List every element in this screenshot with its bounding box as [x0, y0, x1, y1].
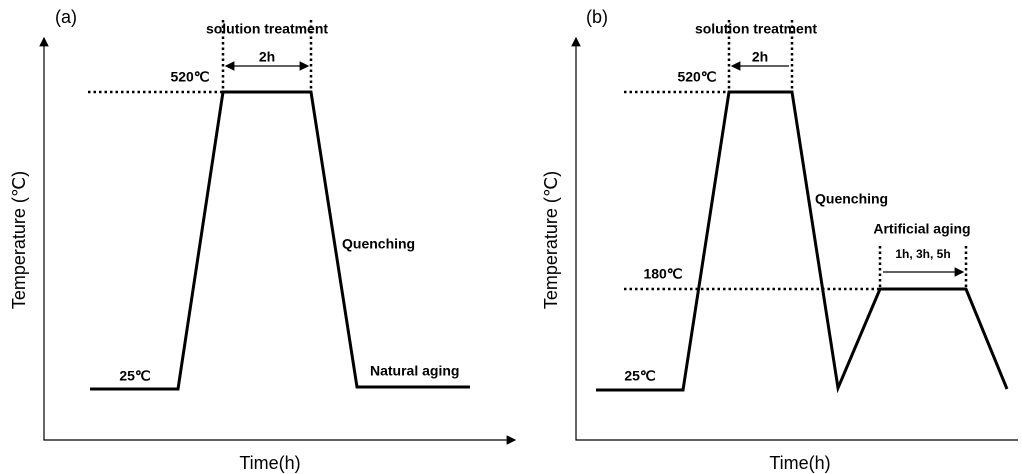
stage-label: Natural aging — [370, 363, 459, 379]
stage-label: Quenching — [342, 236, 415, 252]
temp-label: 520℃ — [677, 69, 716, 85]
panel-label: (b) — [586, 7, 608, 27]
guides — [88, 20, 313, 94]
axes — [39, 36, 517, 445]
stage-label: Artificial aging — [873, 221, 970, 237]
y-axis-label: Temperature (℃) — [9, 171, 29, 309]
duration-label: 2h — [752, 49, 768, 65]
profile — [596, 90, 1009, 394]
temp-label: 180℃ — [643, 266, 682, 282]
duration-label: 2h — [259, 49, 275, 65]
y-axis-label: Temperature (℃) — [541, 171, 561, 309]
axes — [571, 36, 1018, 441]
temp-label: 25℃ — [119, 368, 151, 384]
stage-label: solution treatment — [695, 21, 817, 37]
stage-label: solution treatment — [206, 21, 328, 37]
panel-b: (b) solution treatment 2h 520℃ 25℃ Quenc… — [541, 7, 1018, 473]
temp-label: 25℃ — [624, 368, 656, 384]
panel-a: (a) solution treatment 2h 520℃ 25℃ Quenc… — [9, 7, 517, 473]
guides — [624, 20, 968, 291]
x-axis-label: Time(h) — [239, 453, 300, 473]
x-axis-label: Time(h) — [769, 453, 830, 473]
stage-label: Quenching — [815, 191, 888, 207]
profile — [90, 90, 470, 391]
duration-arrow — [732, 66, 963, 272]
panel-label: (a) — [55, 7, 77, 27]
duration-label: 1h, 3h, 5h — [895, 247, 950, 261]
temp-label: 520℃ — [170, 69, 209, 85]
